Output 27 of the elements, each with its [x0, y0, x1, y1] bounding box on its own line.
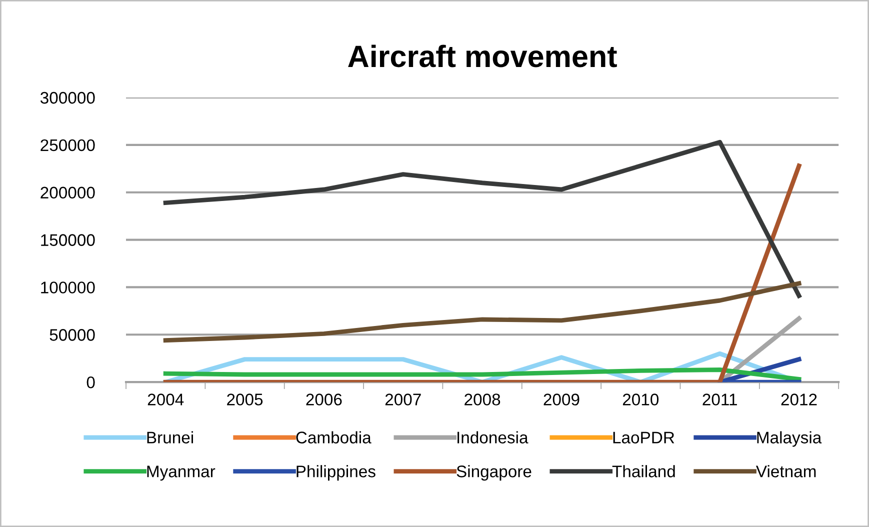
- x-tick-label: 2006: [306, 394, 342, 406]
- y-tick-label: 250000: [40, 139, 95, 152]
- legend-label: LaoPDR: [613, 432, 674, 444]
- y-tick-label: 100000: [41, 282, 95, 294]
- legend-label: Brunei: [147, 431, 193, 444]
- x-tick-label: 2004: [148, 394, 184, 406]
- x-tick-label: 2011: [702, 394, 737, 406]
- legend-label: Indonesia: [458, 431, 528, 444]
- y-tick-label: 300000: [40, 92, 95, 104]
- y-tick-label: 50000: [50, 329, 95, 341]
- legend-label: Malaysia: [757, 431, 822, 447]
- y-tick-label: 150000: [41, 234, 95, 246]
- chart-title: Aircraft movement: [348, 44, 617, 68]
- legend-label: Vietnam: [756, 465, 816, 478]
- x-tick-label: 2005: [227, 394, 263, 406]
- legend-label: Philippines: [296, 465, 376, 481]
- y-tick-label: 0: [86, 376, 95, 388]
- legend-label: Myanmar: [147, 466, 216, 481]
- legend-label: Thailand: [612, 465, 675, 478]
- x-tick-label: 2007: [385, 394, 421, 406]
- x-tick-label: 2008: [464, 394, 500, 406]
- legend-label: Singapore: [456, 465, 532, 481]
- x-tick-label: 2009: [544, 394, 580, 406]
- x-tick-label: 2010: [622, 394, 659, 406]
- y-tick-label: 200000: [40, 186, 95, 199]
- x-tick-label: 2012: [781, 394, 817, 406]
- legend-label: Cambodia: [296, 431, 372, 444]
